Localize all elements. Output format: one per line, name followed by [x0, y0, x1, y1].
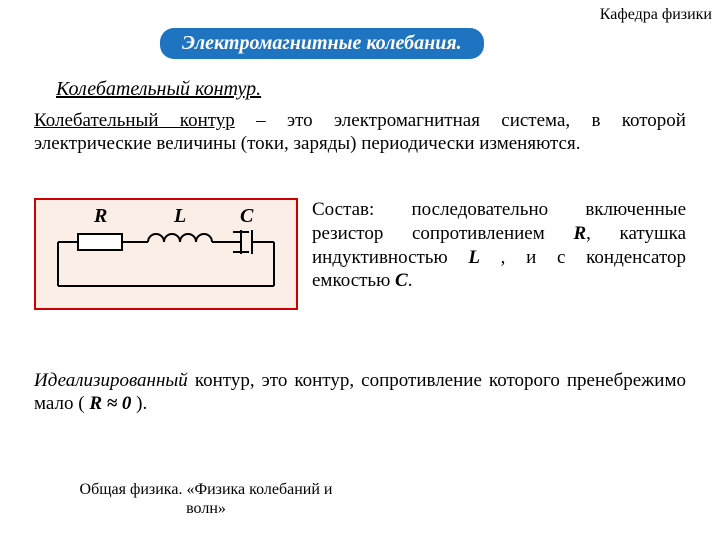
- comp-text-4: .: [408, 270, 413, 291]
- label-R: R: [93, 205, 107, 227]
- symbol-C: C: [395, 270, 408, 291]
- label-L: L: [173, 205, 186, 227]
- ideal-lead: Идеализированный: [34, 370, 188, 391]
- symbol-L: L: [468, 247, 480, 268]
- page-title-badge: Электромагнитные колебания.: [160, 28, 484, 59]
- footer-caption: Общая физика. «Физика колебаний и волн»: [46, 481, 366, 518]
- footer-line1: Общая физика. «Физика колебаний и: [80, 481, 333, 498]
- section-subheading: Колебательный контур.: [56, 78, 261, 101]
- circuit-diagram: R L C: [34, 198, 298, 310]
- ideal-formula: R ≈ 0: [89, 393, 131, 414]
- content-row: R L C Состав: последовательно включенные…: [34, 198, 686, 310]
- symbol-R: R: [573, 223, 586, 244]
- ideal-tail: ).: [131, 393, 147, 414]
- idealized-paragraph: Идеализированный контур, это контур, соп…: [34, 370, 686, 416]
- definition-paragraph: Колебательный контур – это электромагнит…: [34, 110, 686, 156]
- department-label: Кафедра физики: [600, 6, 712, 24]
- footer-line2: волн»: [186, 500, 226, 517]
- composition-paragraph: Состав: последовательно включенные резис…: [312, 198, 686, 293]
- definition-term: Колебательный контур: [34, 110, 235, 131]
- label-C: C: [240, 205, 254, 227]
- rlc-circuit-svg: R L C: [36, 200, 296, 308]
